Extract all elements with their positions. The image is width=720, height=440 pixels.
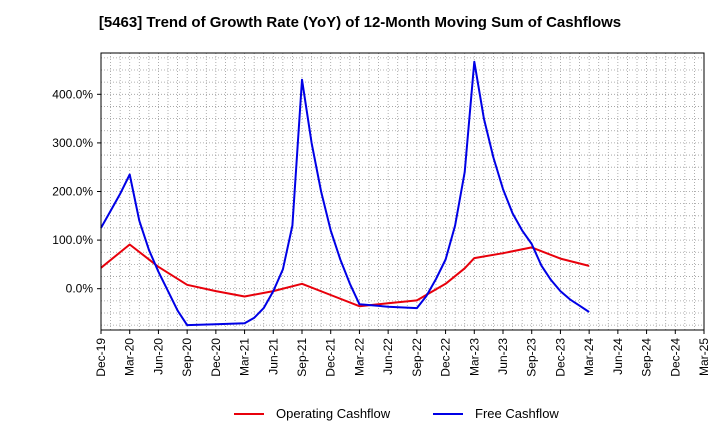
x-tick-label: Mar-25 (697, 338, 711, 376)
x-tick-label: Jun-24 (611, 338, 625, 375)
x-axis-ticks: Dec-19 Mar-20 Jun-20 Sep-20 Dec-20 Mar-21 Jun-… (94, 330, 711, 377)
x-tick-label: Sep-22 (410, 338, 424, 377)
y-tick-label: 300.0% (52, 136, 93, 150)
x-tick-label: Mar-23 (467, 338, 481, 376)
x-tick-label: Sep-24 (640, 338, 654, 377)
y-axis-ticks: 0.0% 100.0% 200.0% 300.0% 400.0% (52, 87, 101, 296)
series-line-operating-cashflow (100, 243, 590, 308)
chart-title: [5463] Trend of Growth Rate (YoY) of 12-… (98, 14, 622, 31)
x-tick-label: Sep-23 (525, 338, 539, 377)
legend-swatch-operating (234, 412, 264, 415)
x-tick-label: Mar-21 (238, 338, 252, 376)
x-tick-label: Dec-21 (324, 338, 338, 377)
x-tick-label: Dec-23 (553, 338, 567, 377)
x-tick-label: Dec-24 (668, 338, 682, 377)
x-tick-label: Sep-20 (180, 338, 194, 377)
series-line-free-cashflow (100, 60, 590, 327)
x-tick-label: Mar-20 (123, 338, 137, 376)
x-tick-label: Sep-21 (295, 338, 309, 377)
y-tick-label: 200.0% (52, 185, 93, 199)
x-tick-label: Dec-19 (94, 338, 108, 377)
x-tick-label: Jun-21 (266, 338, 280, 375)
legend-label-operating: Operating Cashflow (276, 406, 391, 421)
series-lines (100, 60, 590, 327)
x-tick-label: Jun-20 (151, 338, 165, 375)
x-tick-label: Dec-20 (209, 338, 223, 377)
x-tick-label: Jun-22 (381, 338, 395, 375)
x-tick-label: Mar-24 (582, 338, 596, 376)
legend-item-operating: Operating Cashflow (234, 406, 390, 421)
y-tick-label: 0.0% (66, 282, 94, 296)
y-tick-label: 400.0% (52, 87, 93, 101)
legend-swatch-free (433, 412, 463, 415)
x-tick-label: Dec-22 (439, 338, 453, 377)
legend: Operating Cashflow Free Cashflow (0, 406, 720, 426)
legend-item-free: Free Cashflow (433, 406, 559, 421)
grid-lines (100, 53, 705, 330)
x-tick-label: Mar-22 (352, 338, 366, 376)
legend-label-free: Free Cashflow (475, 406, 559, 421)
y-tick-label: 100.0% (52, 233, 93, 247)
x-tick-label: Jun-23 (496, 338, 510, 375)
